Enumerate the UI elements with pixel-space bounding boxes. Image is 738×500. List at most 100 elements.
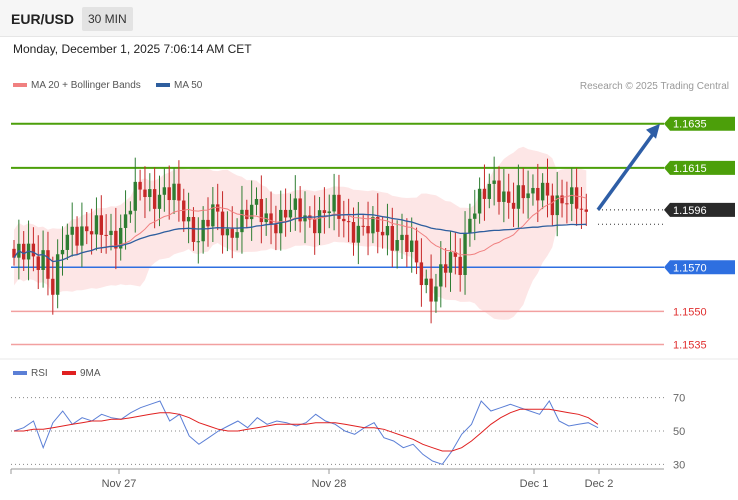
candle bbox=[162, 187, 167, 195]
datetime-label: Monday, December 1, 2025 7:06:14 AM CET bbox=[13, 42, 252, 56]
rsi-tick-label-70: 70 bbox=[673, 393, 685, 405]
candle bbox=[303, 215, 307, 222]
candle bbox=[448, 252, 453, 273]
candle bbox=[584, 209, 588, 212]
candle bbox=[405, 234, 409, 252]
candle bbox=[346, 221, 351, 223]
candle bbox=[245, 209, 249, 220]
candle bbox=[560, 195, 564, 204]
level-label-1.1635: 1.1635 bbox=[673, 119, 707, 131]
candle bbox=[143, 189, 147, 198]
candle bbox=[545, 182, 550, 196]
level-label-1.1615: 1.1615 bbox=[673, 163, 707, 175]
candle bbox=[434, 286, 438, 302]
candle bbox=[487, 183, 491, 199]
candle bbox=[366, 225, 370, 234]
ma20-swatch bbox=[13, 83, 27, 88]
x-tick-label: Dec 1 bbox=[520, 478, 549, 490]
rsi-series-9ma bbox=[14, 408, 599, 452]
candle bbox=[70, 226, 74, 235]
level-tag-1.1570 bbox=[664, 260, 735, 275]
ma9-legend: 9MA bbox=[62, 368, 101, 379]
rsi-series-rsi bbox=[13, 400, 599, 465]
candle bbox=[133, 181, 137, 211]
candle bbox=[109, 230, 113, 236]
candle bbox=[85, 226, 89, 232]
rsi-pane: 70 50 30 bbox=[11, 393, 685, 471]
candle bbox=[351, 222, 356, 243]
symbol-label: EUR/USD bbox=[11, 11, 75, 27]
candle bbox=[31, 243, 36, 257]
candle bbox=[206, 219, 210, 227]
candle bbox=[458, 256, 462, 275]
candle bbox=[424, 278, 428, 286]
candle bbox=[75, 226, 79, 246]
candle bbox=[216, 204, 220, 212]
candle bbox=[492, 180, 496, 184]
credit-text: Research © 2025 Trading Central bbox=[579, 81, 729, 92]
candle bbox=[327, 211, 331, 214]
candle bbox=[148, 189, 152, 198]
candle bbox=[536, 187, 540, 201]
candle bbox=[322, 210, 327, 214]
rsi-legend: RSI bbox=[13, 368, 48, 379]
candle bbox=[521, 185, 525, 199]
candle bbox=[439, 264, 443, 287]
candle bbox=[395, 240, 399, 251]
candle bbox=[313, 219, 317, 234]
chart-header: EUR/USD 30 MIN bbox=[0, 0, 738, 37]
candle bbox=[41, 250, 45, 270]
x-axis: Nov 27 Nov 28 Dec 1 Dec 2 bbox=[10, 469, 613, 490]
candle bbox=[138, 181, 142, 190]
candle bbox=[230, 228, 234, 238]
candle bbox=[177, 183, 181, 201]
candle bbox=[240, 209, 244, 233]
candle bbox=[249, 204, 254, 220]
candle bbox=[288, 209, 293, 218]
candle bbox=[400, 234, 404, 241]
candle bbox=[274, 224, 278, 234]
level-tag-1.1635 bbox=[664, 116, 735, 131]
rsi-tick-label-50: 50 bbox=[673, 426, 685, 438]
candle bbox=[220, 211, 225, 236]
candle bbox=[293, 198, 297, 210]
candle bbox=[264, 213, 268, 223]
candle bbox=[152, 189, 157, 209]
candle bbox=[114, 230, 118, 249]
candle bbox=[361, 225, 365, 227]
candle bbox=[167, 187, 171, 201]
candle bbox=[22, 243, 26, 260]
candle bbox=[502, 191, 506, 202]
ma50-line bbox=[13, 213, 587, 263]
candle bbox=[128, 210, 133, 215]
level-label-1.1535: 1.1535 bbox=[673, 340, 707, 352]
candle bbox=[468, 218, 472, 234]
candle bbox=[419, 262, 424, 286]
candle bbox=[453, 252, 458, 257]
candle bbox=[119, 227, 123, 249]
candle bbox=[429, 278, 433, 302]
level-label-1.1570: 1.1570 bbox=[673, 262, 707, 274]
candle bbox=[196, 241, 200, 243]
candle bbox=[172, 183, 176, 201]
bollinger-band bbox=[14, 146, 587, 320]
candle bbox=[482, 188, 487, 199]
candle bbox=[55, 254, 60, 295]
candle bbox=[201, 219, 205, 242]
candle bbox=[104, 234, 108, 236]
candle bbox=[225, 228, 230, 236]
rsi-swatch bbox=[13, 371, 27, 376]
candle bbox=[516, 185, 521, 209]
level-tag-1.1615 bbox=[664, 160, 735, 175]
rsi-tick-label-30: 30 bbox=[673, 459, 685, 471]
candle bbox=[80, 226, 84, 246]
timeframe-badge[interactable]: 30 MIN bbox=[82, 7, 133, 31]
candle bbox=[317, 210, 322, 234]
candle bbox=[565, 203, 569, 205]
candle bbox=[60, 249, 65, 255]
rsi-legend-label: RSI bbox=[31, 368, 48, 379]
candle bbox=[497, 180, 501, 202]
candle bbox=[414, 240, 419, 263]
candle bbox=[579, 208, 584, 210]
